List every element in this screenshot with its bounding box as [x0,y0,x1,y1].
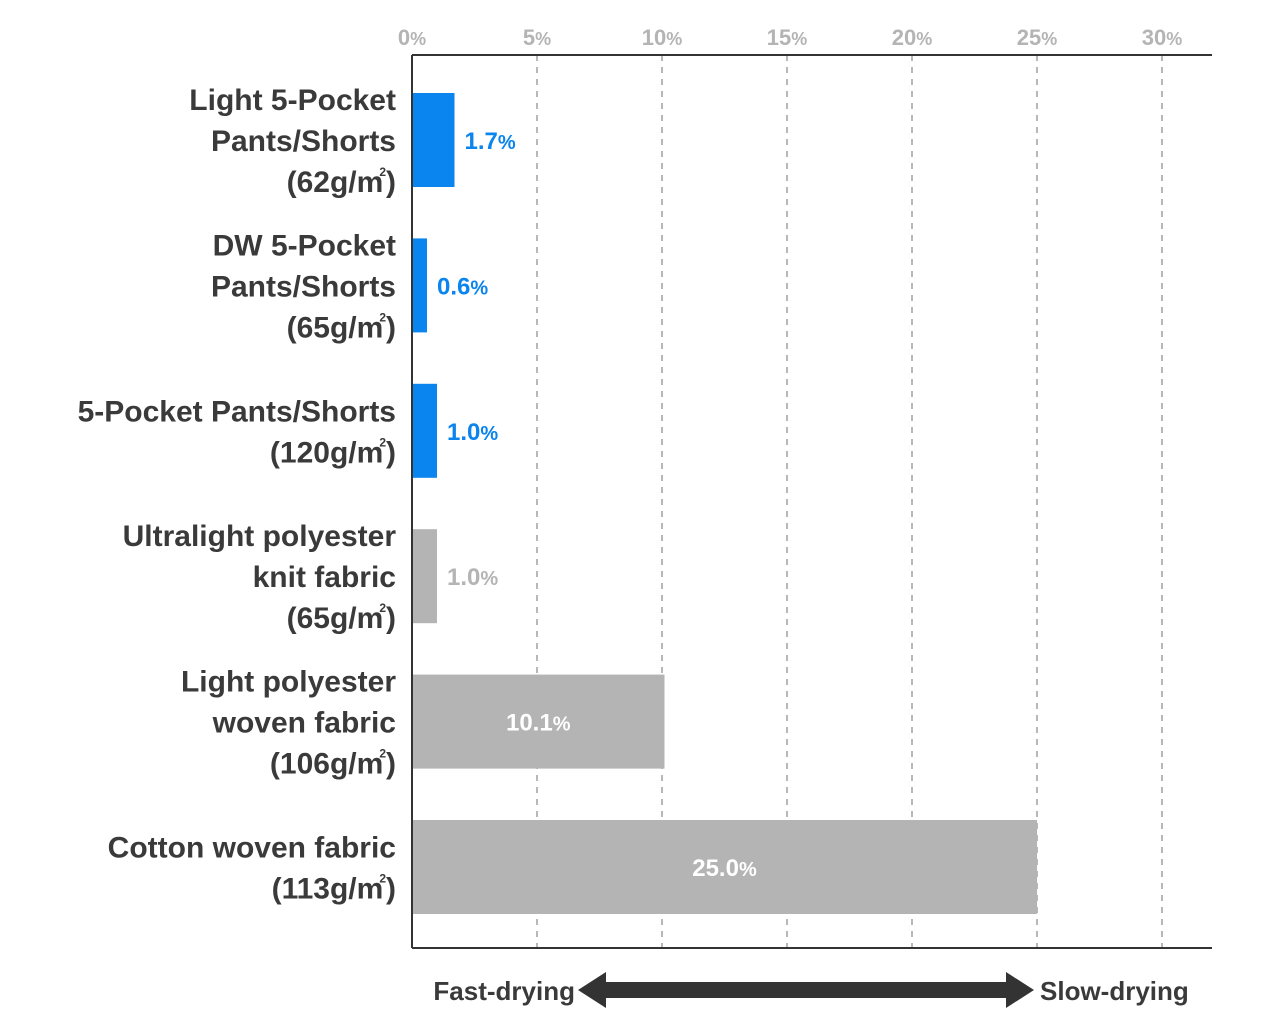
category-label: Light 5-Pocket Pants/Shorts (62g/m2) [189,84,396,199]
x-tick-label: 30% [1142,25,1183,50]
value-label: 0.6% [437,273,488,300]
value-label: 1.7% [465,128,516,155]
category-label-line: (120g/m2) [270,435,396,469]
bar [413,238,427,333]
value-label: 1.0% [447,564,498,591]
x-tick-label: 20% [892,25,933,50]
category-label-line: (62g/m2) [287,165,396,199]
bar [413,820,1037,914]
drying-legend: Fast-drying Slow-drying [433,972,1189,1008]
bar [413,93,455,187]
category-label-line: woven fabric [212,707,396,740]
category-label-line: (65g/m2) [287,601,396,635]
x-tick-label: 25% [1017,25,1058,50]
x-axis-ticks: 0% 5% 10% 15% 20% 25% 30% [398,25,1182,50]
category-label: Cotton woven fabric (113g/m2) [108,832,396,906]
x-tick-label: 15% [767,25,808,50]
category-label-line: (106g/m2) [270,747,396,781]
x-tick-label: 0% [398,25,426,50]
bars: 1.7% 0.6% 1.0% 1.0% 10.1% 25.0% [413,93,1037,914]
bar [413,383,437,478]
category-label-line: knit fabric [253,561,396,594]
category-label: 5-Pocket Pants/Shorts (120g/m2) [78,395,396,469]
x-tick-label: 10% [642,25,683,50]
value-label: 1.0% [447,419,498,446]
value-label: 25.0% [692,855,757,882]
category-label: Light polyester woven fabric (106g/m2) [181,666,396,781]
category-label: Ultralight polyester knit fabric (65g/m2) [123,520,397,635]
category-label-line: Ultralight polyester [123,520,397,553]
category-label: DW 5-Pocket Pants/Shorts (65g/m2) [211,229,396,344]
category-label-line: Light 5-Pocket [189,84,396,117]
category-label-line: DW 5-Pocket [213,229,396,262]
axes [411,54,1212,949]
bar [413,674,665,769]
category-label-line: Pants/Shorts [211,270,396,303]
slow-drying-label: Slow-drying [1040,976,1189,1006]
x-tick-label: 5% [523,25,551,50]
category-label-line: 5-Pocket Pants/Shorts [78,395,396,428]
category-label-line: Cotton woven fabric [108,832,396,865]
category-labels: Light 5-Pocket Pants/Shorts (62g/m2) DW 5-P… [78,84,397,906]
category-label-line: (65g/m2) [287,310,396,344]
bar [413,529,437,624]
category-label-line: (113g/m2) [272,872,396,906]
category-label-line: Light polyester [181,666,396,699]
grid-lines [536,55,1163,948]
double-arrow-icon [578,972,1034,1008]
category-label-line: Pants/Shorts [211,125,396,158]
value-label: 10.1% [506,710,571,737]
fast-drying-label: Fast-drying [433,976,575,1006]
